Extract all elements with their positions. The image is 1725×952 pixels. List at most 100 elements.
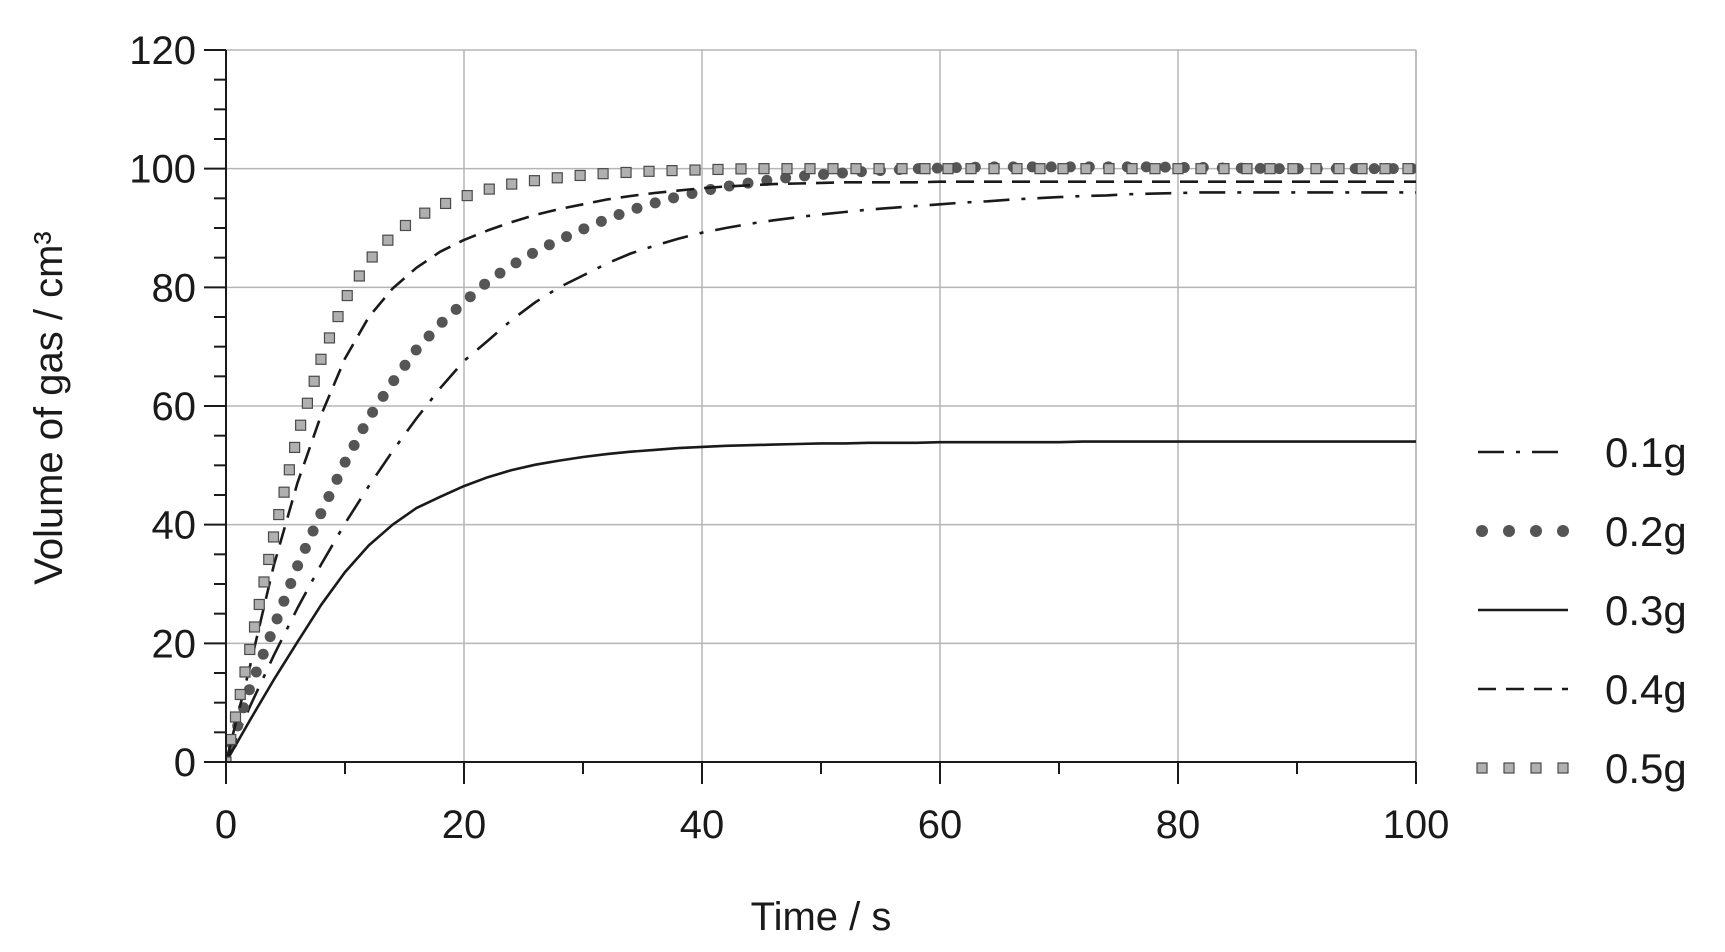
- data-point: [1218, 163, 1230, 175]
- y-tick-label: 0: [174, 741, 196, 785]
- data-point: [271, 613, 283, 625]
- legend-label: 0.3g: [1605, 587, 1687, 634]
- data-point: [382, 234, 394, 246]
- data-point: [735, 163, 747, 175]
- data-point: [551, 172, 563, 184]
- data-point: [461, 189, 473, 202]
- data-point: [258, 576, 270, 588]
- data-point: [307, 525, 319, 537]
- legend-swatch: [1557, 525, 1569, 537]
- data-point: [595, 215, 607, 227]
- data-point: [1379, 163, 1391, 175]
- legend-label: 0.1g: [1605, 429, 1687, 476]
- data-point: [229, 711, 242, 723]
- data-point: [267, 531, 280, 543]
- data-point: [278, 595, 290, 607]
- data-point: [423, 330, 435, 342]
- legend-item: 0.3g: [1478, 587, 1687, 634]
- data-point: [1402, 163, 1414, 175]
- legend-swatch: [1503, 762, 1515, 774]
- legend-swatch: [1557, 762, 1569, 774]
- data-point: [666, 165, 678, 177]
- data-point: [1241, 163, 1253, 175]
- y-tick-label: 80: [152, 266, 197, 310]
- data-point: [1057, 163, 1069, 175]
- data-point: [244, 643, 256, 656]
- series-line: [226, 191, 1416, 762]
- legend-item: 0.5g: [1476, 745, 1687, 792]
- x-tick-label: 100: [1383, 803, 1450, 847]
- data-point: [331, 473, 343, 485]
- data-point: [506, 178, 518, 190]
- x-tick-label: 60: [918, 803, 963, 847]
- x-axis-label: Time / s: [751, 895, 892, 939]
- data-point: [1195, 163, 1207, 175]
- series-0-2g: [226, 161, 1416, 762]
- data-point: [332, 310, 344, 323]
- data-point: [597, 168, 609, 180]
- data-point: [1333, 163, 1345, 175]
- data-point: [339, 456, 351, 468]
- data-point: [931, 162, 943, 174]
- data-point: [561, 231, 573, 243]
- data-point: [1140, 161, 1152, 173]
- data-point: [649, 197, 661, 209]
- data-point: [1011, 163, 1023, 175]
- data-point: [226, 756, 232, 762]
- data-point: [758, 163, 770, 175]
- data-point: [377, 390, 389, 402]
- data-point: [1103, 163, 1115, 175]
- data-point: [388, 375, 400, 387]
- data-point: [723, 180, 735, 192]
- data-point: [1126, 163, 1138, 175]
- legend-swatch: [1530, 762, 1542, 774]
- data-point: [234, 688, 246, 701]
- data-point: [289, 441, 301, 454]
- data-point: [299, 542, 311, 554]
- data-point: [1149, 163, 1161, 175]
- series-0-3g: [226, 440, 1416, 762]
- y-axis-label: Volume of gas / cm³: [27, 231, 71, 584]
- data-point: [896, 163, 908, 175]
- legend-label: 0.4g: [1605, 666, 1687, 713]
- data-point: [301, 397, 314, 409]
- data-point: [248, 621, 261, 633]
- data-point: [399, 219, 412, 232]
- data-point: [712, 163, 724, 176]
- grid: [226, 49, 1417, 762]
- data-point: [613, 209, 625, 221]
- axes: 0 20 40 60 80 100 0 20 40 60 80 100 120: [129, 29, 1449, 847]
- data-point: [464, 291, 476, 303]
- data-point: [410, 344, 422, 356]
- data-point: [315, 353, 327, 365]
- data-point: [257, 648, 269, 660]
- data-point: [781, 163, 793, 175]
- data-point: [528, 175, 541, 187]
- data-point: [315, 508, 327, 520]
- data-point: [450, 303, 462, 315]
- data-point: [250, 666, 262, 678]
- series-0-4g: [226, 180, 1416, 762]
- data-point: [283, 464, 295, 476]
- data-point: [668, 192, 680, 204]
- data-point: [292, 560, 304, 572]
- data-point: [1159, 161, 1171, 173]
- data-point: [543, 239, 555, 251]
- data-point: [873, 163, 885, 175]
- data-point: [574, 169, 586, 182]
- data-point: [366, 251, 378, 263]
- data-point: [264, 631, 276, 643]
- data-point: [367, 406, 379, 418]
- legend-swatch: [1530, 525, 1542, 537]
- series-group: [226, 161, 1416, 762]
- data-point: [526, 247, 538, 259]
- data-point: [263, 553, 275, 566]
- data-point: [1045, 161, 1057, 173]
- data-point: [285, 577, 297, 589]
- data-point: [643, 165, 655, 177]
- data-point: [1356, 163, 1368, 175]
- legend: 0.1g 0.2g 0.3g 0.4g 0.5g: [1476, 429, 1687, 792]
- data-point: [942, 163, 954, 175]
